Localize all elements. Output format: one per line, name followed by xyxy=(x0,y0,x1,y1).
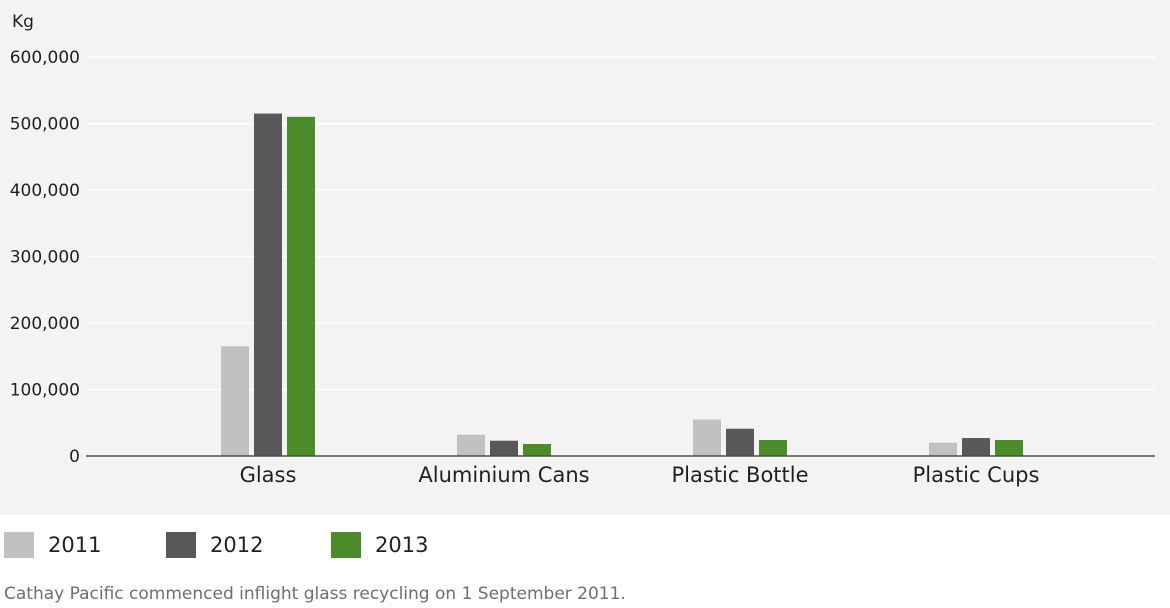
bars xyxy=(221,113,1023,457)
y-axis-unit-label: Kg xyxy=(12,12,34,32)
bar-plastic-cups-2013 xyxy=(995,440,1023,456)
legend-item-2011: 2011 xyxy=(4,531,101,559)
legend-item-2013: 2013 xyxy=(331,531,428,559)
bar-aluminium-cans-2013 xyxy=(523,444,551,456)
bar-glass-2012 xyxy=(254,113,282,457)
y-tick-label: 200,000 xyxy=(10,314,80,334)
bar-plastic-bottle-2011 xyxy=(693,419,721,456)
x-axis-labels: Glass Aluminium Cans Plastic Bottle Plastic… xyxy=(240,463,1040,487)
x-tick-label: Plastic Cups xyxy=(913,463,1040,487)
legend-label-2012: 2012 xyxy=(210,533,264,557)
y-tick-label: 600,000 xyxy=(10,48,80,68)
bar-plastic-cups-2012 xyxy=(962,438,990,456)
bar-glass-2011 xyxy=(221,346,249,456)
legend-swatch-2013 xyxy=(331,532,361,558)
bar-glass-2013 xyxy=(287,116,315,456)
bar-plastic-bottle-2013 xyxy=(759,440,787,456)
y-tick-label: 0 xyxy=(69,447,80,467)
y-tick-label: 300,000 xyxy=(10,248,80,268)
gridlines xyxy=(86,56,1155,391)
bar-aluminium-cans-2011 xyxy=(457,434,485,456)
y-tick-label: 100,000 xyxy=(10,381,80,401)
legend-swatch-2012 xyxy=(166,532,196,558)
bar-chart: Kg 0 100,000 200,000 300,000 400,000 500,000 6… xyxy=(10,12,1155,487)
legend-label-2011: 2011 xyxy=(48,533,102,557)
chart-panel: Kg 0 100,000 200,000 300,000 400,000 500,000 6… xyxy=(0,0,1170,515)
legend-label-2013: 2013 xyxy=(375,533,429,557)
y-tick-label: 500,000 xyxy=(10,115,80,135)
bar-aluminium-cans-2012 xyxy=(490,440,518,456)
legend-swatch-2011 xyxy=(4,532,34,558)
x-tick-label: Glass xyxy=(240,463,297,487)
footnote: Cathay Pacific commenced inflight glass … xyxy=(4,584,626,604)
x-tick-label: Plastic Bottle xyxy=(671,463,808,487)
y-axis-ticks: 0 100,000 200,000 300,000 400,000 500,000 600,… xyxy=(10,48,80,467)
bar-plastic-bottle-2012 xyxy=(726,428,754,456)
bar-plastic-cups-2011 xyxy=(929,442,957,456)
x-tick-label: Aluminium Cans xyxy=(418,463,589,487)
y-tick-label: 400,000 xyxy=(10,181,80,201)
legend-item-2012: 2012 xyxy=(166,531,263,559)
